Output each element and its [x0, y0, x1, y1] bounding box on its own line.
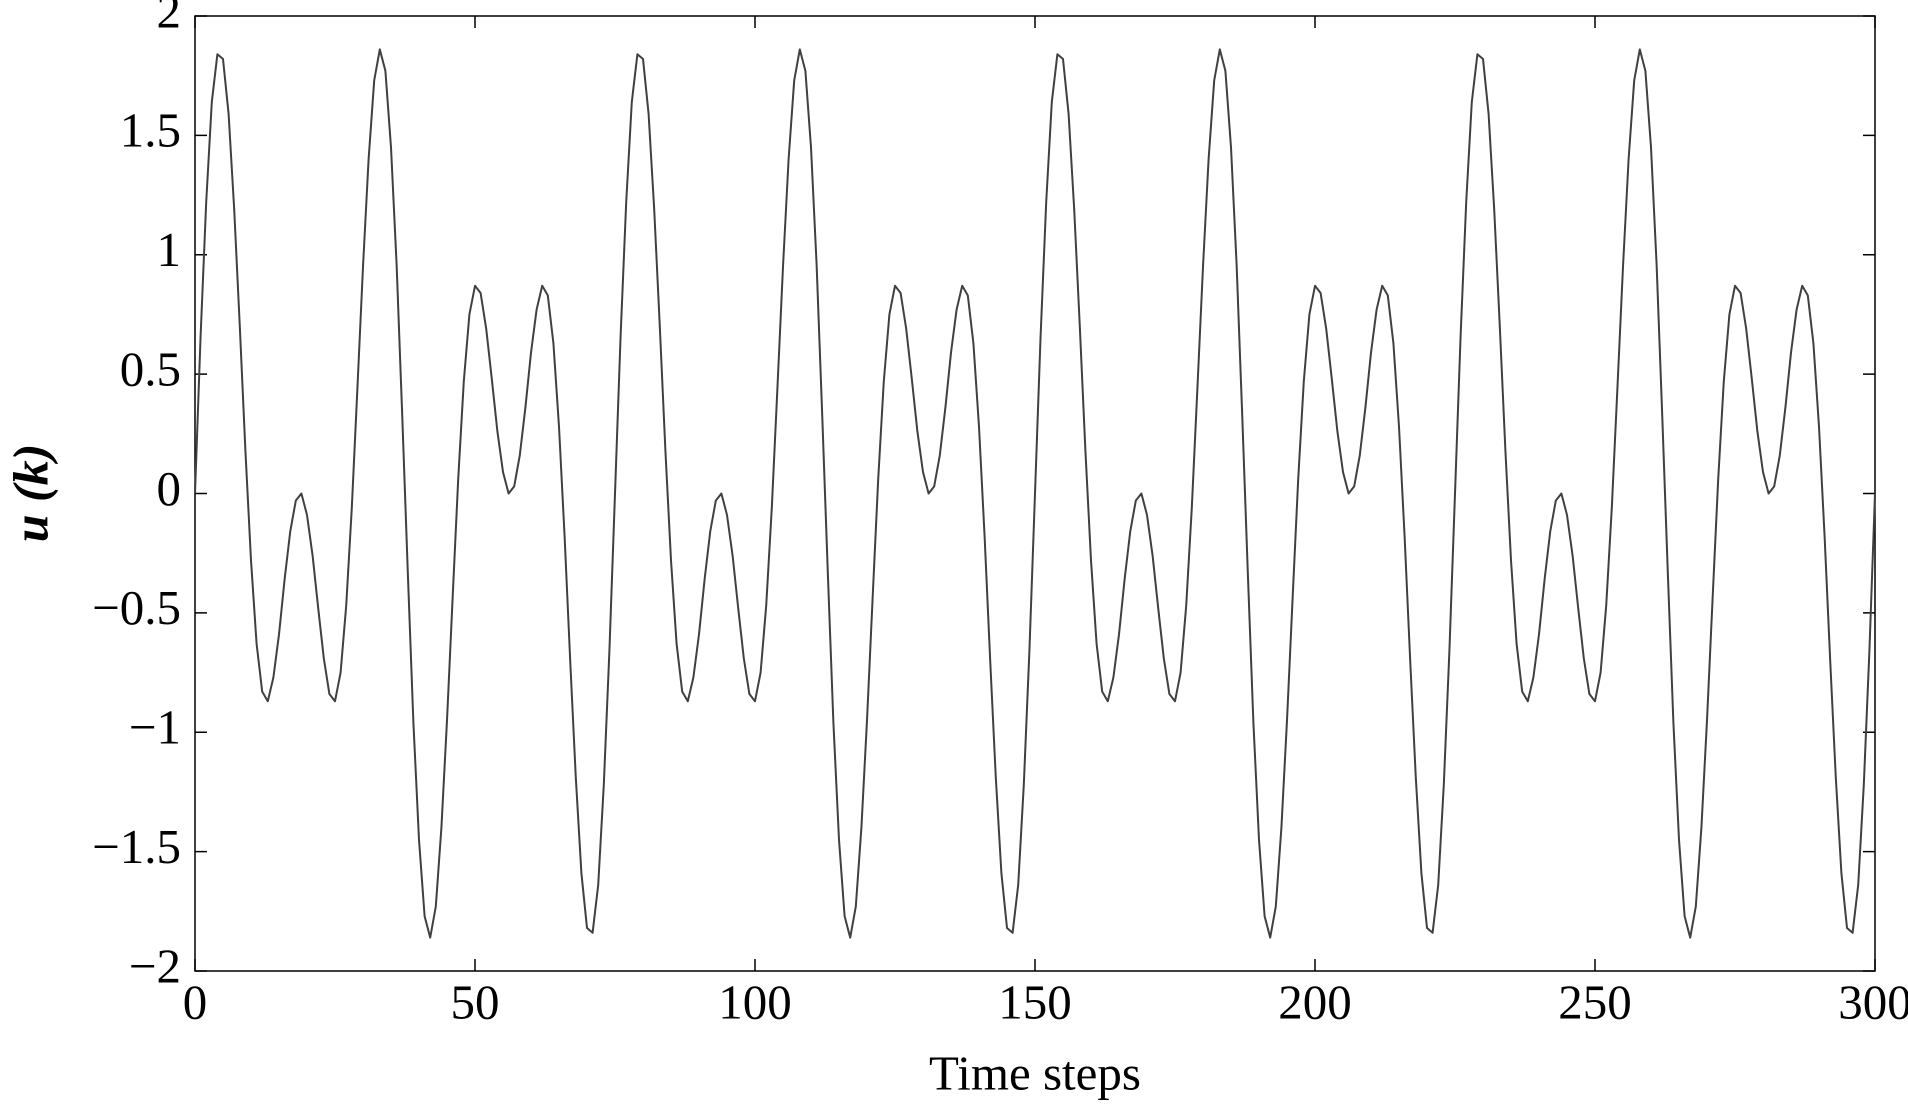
- y-tick-label: 0.5: [120, 341, 181, 396]
- x-tick-label: 50: [451, 974, 500, 1029]
- y-tick-label: 1.5: [120, 103, 181, 158]
- y-tick-label: −0.5: [92, 580, 181, 635]
- x-tick-label: 250: [1558, 974, 1632, 1029]
- x-tick-label: 300: [1838, 974, 1908, 1029]
- y-tick-label: 1: [157, 222, 182, 277]
- y-tick-label: −1: [129, 700, 181, 755]
- x-tick-label: 150: [998, 974, 1072, 1029]
- y-axis-label: u (k): [2, 444, 58, 543]
- y-tick-label: 2: [157, 0, 182, 38]
- y-tick-label: 0: [157, 461, 182, 516]
- x-axis-label: Time steps: [929, 1045, 1141, 1100]
- x-tick-label: 100: [718, 974, 792, 1029]
- x-tick-label: 200: [1278, 974, 1352, 1029]
- x-tick-label: 0: [183, 974, 208, 1029]
- data-line: [194, 48, 1876, 939]
- y-tick-label: −2: [129, 938, 181, 993]
- y-tick-label: −1.5: [92, 819, 181, 874]
